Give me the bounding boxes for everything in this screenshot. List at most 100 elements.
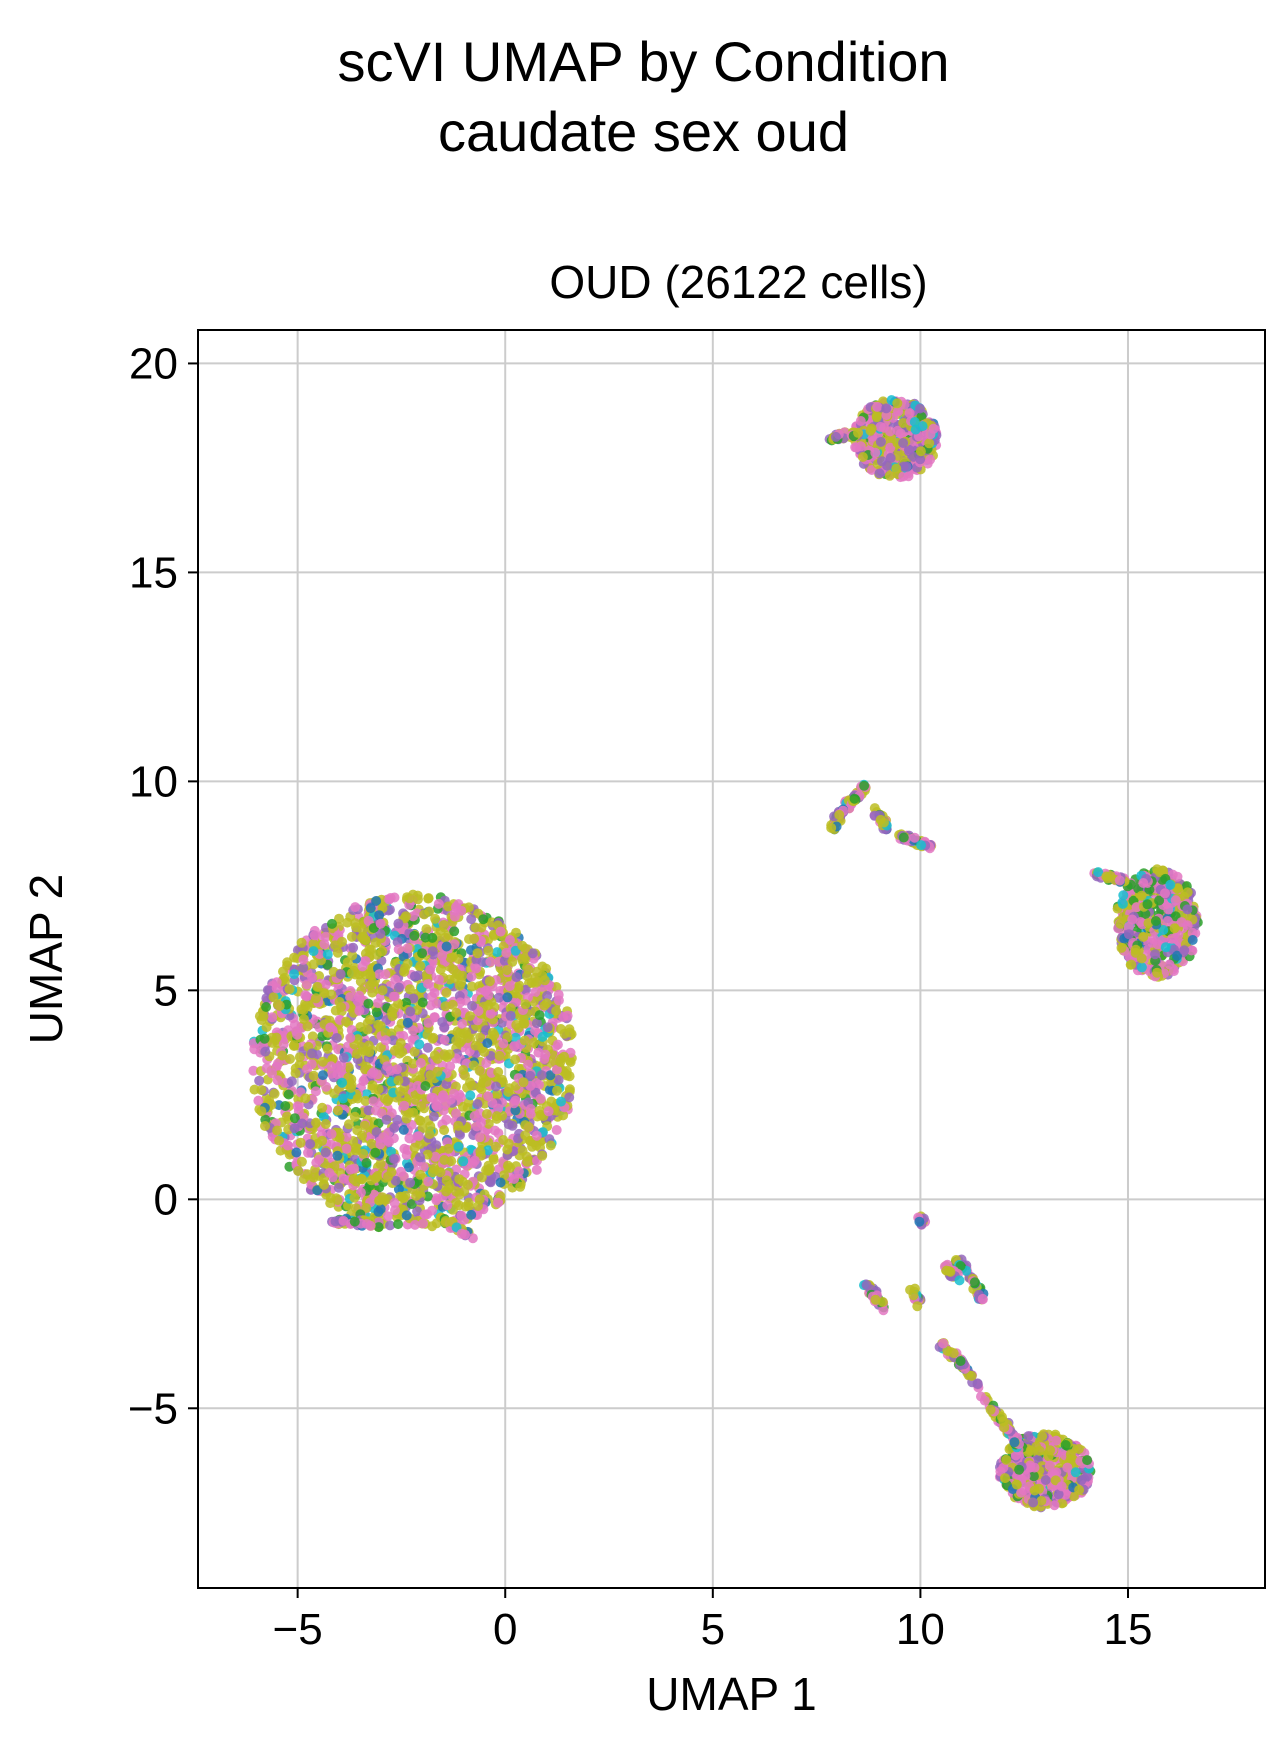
cell-point xyxy=(430,913,441,924)
cell-point xyxy=(553,989,564,1000)
cell-point xyxy=(274,1135,285,1146)
cell-point xyxy=(487,1098,498,1108)
cell-point xyxy=(412,1206,423,1217)
cell-point xyxy=(517,954,528,964)
y-axis-label: UMAP 2 xyxy=(20,874,72,1044)
cell-point xyxy=(476,1117,486,1128)
cell-point xyxy=(344,1119,354,1130)
cell-point xyxy=(285,1054,295,1064)
cell-point xyxy=(301,991,312,1002)
cell-point xyxy=(1076,1475,1087,1486)
cell-point xyxy=(453,1141,464,1152)
cell-point xyxy=(510,1054,521,1065)
cell-point xyxy=(360,1095,371,1106)
cell-point xyxy=(445,1094,456,1105)
cell-point xyxy=(375,918,386,929)
cell-point xyxy=(362,1024,373,1035)
cell-point xyxy=(999,1422,1010,1433)
cell-point xyxy=(440,932,451,943)
cell-point xyxy=(373,1206,384,1217)
cell-point xyxy=(317,1056,328,1067)
cell-point xyxy=(558,1110,569,1121)
cell-point xyxy=(874,468,885,479)
cell-point xyxy=(311,1117,321,1128)
cell-point xyxy=(501,965,512,976)
cell-point xyxy=(312,981,323,992)
cell-point xyxy=(272,1075,283,1086)
cell-point xyxy=(493,992,504,1003)
cell-point xyxy=(537,1031,548,1042)
cell-point xyxy=(537,970,548,981)
cell-point xyxy=(415,1169,426,1180)
cell-point xyxy=(855,441,866,452)
cell-point xyxy=(422,1191,433,1202)
cell-point xyxy=(345,992,356,1003)
figure-title-line-1: scVI UMAP by Condition xyxy=(337,30,950,93)
cell-point xyxy=(909,417,920,427)
cell-point xyxy=(1150,916,1161,926)
cell-point xyxy=(320,1147,331,1158)
cell-point xyxy=(1028,1497,1039,1508)
cell-point xyxy=(1160,888,1170,899)
cell-point xyxy=(419,1209,430,1220)
cell-point xyxy=(977,1293,988,1304)
cell-point xyxy=(423,978,433,989)
cell-point xyxy=(916,840,927,851)
cell-point xyxy=(1057,1498,1067,1509)
cell-point xyxy=(301,979,312,990)
cell-point xyxy=(399,1100,410,1111)
cell-point xyxy=(834,809,845,820)
cell-point xyxy=(341,1016,352,1027)
cell-point xyxy=(1187,935,1198,945)
cell-point xyxy=(1037,1431,1048,1442)
cell-point xyxy=(898,438,909,448)
cell-point xyxy=(1029,1485,1040,1496)
cell-point xyxy=(331,1033,342,1043)
cell-point xyxy=(308,946,319,957)
cell-point xyxy=(269,1088,280,1099)
cell-point xyxy=(403,1162,414,1173)
cell-point xyxy=(408,911,418,922)
cell-point xyxy=(350,902,361,913)
cell-point xyxy=(483,1145,493,1156)
axis-ticks: −5 0 5 10 15 −5 0 5 10 15 20 xyxy=(128,339,1153,1654)
cell-point xyxy=(1114,875,1125,886)
cell-point xyxy=(1023,1431,1034,1442)
cell-point xyxy=(1147,937,1158,948)
cell-point xyxy=(267,1068,277,1079)
cell-point xyxy=(513,1166,524,1177)
cell-point xyxy=(475,1032,486,1043)
cell-point xyxy=(1116,942,1127,953)
cell-point xyxy=(1179,945,1190,956)
cell-point xyxy=(1154,895,1165,906)
cell-point xyxy=(377,985,388,996)
cell-point xyxy=(456,977,467,988)
cell-point xyxy=(871,412,882,423)
cell-point xyxy=(394,982,404,993)
cell-point xyxy=(1150,949,1161,960)
cell-point xyxy=(334,1132,345,1143)
cell-point xyxy=(365,1220,376,1231)
cell-point xyxy=(564,1092,575,1103)
cell-point xyxy=(469,1111,480,1122)
cell-point xyxy=(338,1052,349,1063)
cell-point xyxy=(363,998,374,1009)
cell-point xyxy=(437,950,448,961)
cell-point xyxy=(383,1171,393,1182)
cell-point xyxy=(518,1077,529,1088)
cell-point xyxy=(483,990,494,1000)
cell-point xyxy=(433,974,444,985)
cell-point xyxy=(260,1046,271,1057)
cell-point xyxy=(392,1064,402,1075)
cell-point xyxy=(1025,1445,1036,1456)
cell-point xyxy=(463,1197,474,1208)
cell-point xyxy=(966,1370,977,1381)
cell-point xyxy=(534,1010,545,1021)
cell-point xyxy=(423,1017,434,1028)
cell-point xyxy=(363,915,374,926)
cell-point xyxy=(361,1203,372,1213)
cell-point xyxy=(531,1130,542,1141)
cell-point xyxy=(371,896,382,906)
cell-point xyxy=(387,1011,398,1022)
cell-point xyxy=(904,408,915,418)
